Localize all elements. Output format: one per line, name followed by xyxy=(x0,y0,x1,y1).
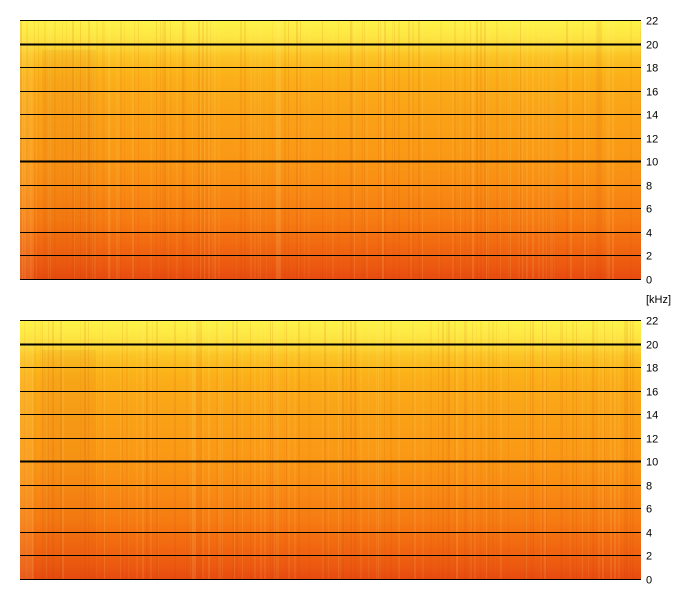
spectrogram-heatmap xyxy=(20,320,641,579)
ytick-label-20: 20 xyxy=(646,40,658,52)
ytick-label-0: 0 xyxy=(646,275,652,287)
ytick-label-14: 14 xyxy=(646,110,658,122)
ytick-label-6: 6 xyxy=(646,204,652,216)
ytick-label-22: 22 xyxy=(646,316,658,328)
spectrogram-texture xyxy=(20,20,641,279)
ytick-label-12: 12 xyxy=(646,434,658,446)
ytick-label-16: 16 xyxy=(646,87,658,99)
spectrogram-panel-1: 0 2 4 6 8 10 12 14 16 18 20 22 [kHz] xyxy=(20,16,671,306)
ytick-label-8: 8 xyxy=(646,181,652,193)
spectrogram-texture xyxy=(20,320,634,579)
ytick-label-4: 4 xyxy=(646,228,652,240)
y-axis-unit-label: [kHz] xyxy=(646,294,671,306)
ytick-label-4: 4 xyxy=(646,528,652,540)
ytick-label-12: 12 xyxy=(646,134,658,146)
spectrogram-panel-2: 0 2 4 6 8 10 12 14 16 18 20 22 xyxy=(20,316,658,587)
ytick-label-6: 6 xyxy=(646,504,652,516)
ytick-label-14: 14 xyxy=(646,410,658,422)
ytick-label-8: 8 xyxy=(646,481,652,493)
ytick-label-2: 2 xyxy=(646,551,652,563)
ytick-label-22: 22 xyxy=(646,16,658,28)
ytick-label-16: 16 xyxy=(646,387,658,399)
ytick-label-0: 0 xyxy=(646,575,652,587)
ytick-label-10: 10 xyxy=(646,157,658,169)
spectrogram-heatmap xyxy=(20,20,641,279)
ytick-label-18: 18 xyxy=(646,63,658,75)
ytick-label-20: 20 xyxy=(646,340,658,352)
ytick-label-18: 18 xyxy=(646,363,658,375)
ytick-label-2: 2 xyxy=(646,251,652,263)
ytick-label-10: 10 xyxy=(646,457,658,469)
